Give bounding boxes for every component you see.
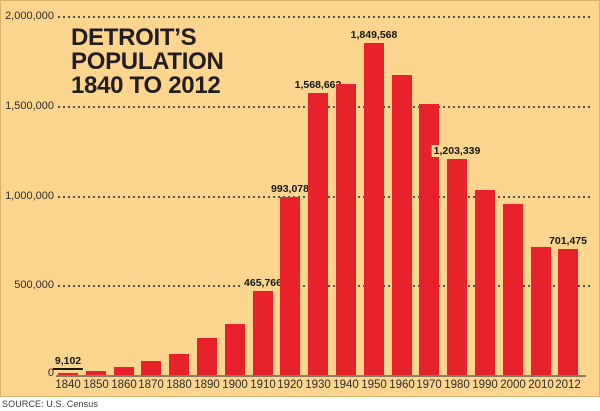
x-tick-label-1850: 1850 xyxy=(83,379,109,391)
x-tick-label-1870: 1870 xyxy=(138,379,164,391)
chart-title-line-1: DETROIT’S xyxy=(71,24,197,51)
x-tick-label-1970: 1970 xyxy=(416,379,442,391)
bar-1990 xyxy=(475,190,495,375)
source-credit: SOURCE: U.S. Census xyxy=(2,399,98,409)
bar-1930 xyxy=(308,93,328,375)
bar-value-label-1950: 1,849,568 xyxy=(348,29,400,41)
y-tick-label: 2,000,000 xyxy=(5,10,54,22)
bar-1920 xyxy=(280,197,300,375)
y-tick-label: 0 xyxy=(47,367,54,379)
x-tick-label-1960: 1960 xyxy=(389,379,415,391)
x-axis-line xyxy=(56,375,586,377)
x-tick-label-1930: 1930 xyxy=(305,379,331,391)
bar-1870 xyxy=(141,361,161,375)
bar-1980 xyxy=(447,159,467,375)
bar-1940 xyxy=(336,84,356,375)
bar-value-label-1930: 1,568,662 xyxy=(292,79,344,91)
gridline-2000000 xyxy=(58,16,593,18)
chart-title: DETROIT’S POPULATION 1840 TO 2012 xyxy=(71,26,224,98)
bar-1900 xyxy=(225,324,245,375)
x-tick-label-1890: 1890 xyxy=(194,379,220,391)
bar-1880 xyxy=(169,354,189,375)
bar-1840 xyxy=(58,373,78,375)
bar-1890 xyxy=(197,338,217,375)
bar-value-label-1910: 465,766 xyxy=(242,277,284,289)
bar-1910 xyxy=(253,291,273,375)
bar-1850 xyxy=(86,371,106,375)
x-tick-label-1940: 1940 xyxy=(333,379,359,391)
bar-1950 xyxy=(364,43,384,375)
bar-value-label-2012: 701,475 xyxy=(547,235,589,247)
bar-value-label-1840: 9,102 xyxy=(52,355,84,370)
x-tick-label-1990: 1990 xyxy=(472,379,498,391)
bar-2000 xyxy=(503,204,523,375)
bar-value-label-1980: 1,203,339 xyxy=(431,145,483,157)
bar-1970 xyxy=(419,104,439,375)
x-tick-label-1910: 1910 xyxy=(250,379,276,391)
bar-1860 xyxy=(114,367,134,375)
x-tick-label-1900: 1900 xyxy=(222,379,248,391)
x-tick-label-2000: 2000 xyxy=(500,379,526,391)
bar-2012 xyxy=(558,249,578,375)
bar-2010 xyxy=(531,247,551,375)
bar-value-label-1920: 993,078 xyxy=(269,183,311,195)
x-tick-label-1860: 1860 xyxy=(111,379,137,391)
y-tick-label: 500,000 xyxy=(14,279,54,291)
x-tick-label-2012: 2012 xyxy=(555,379,581,391)
bar-1960 xyxy=(392,75,412,375)
y-tick-label: 1,000,000 xyxy=(5,190,54,202)
x-tick-label-1950: 1950 xyxy=(361,379,387,391)
chart-title-line-2: POPULATION xyxy=(71,48,224,75)
chart-panel: 0 500,000 1,000,000 1,500,000 2,000,000 9,10… xyxy=(0,0,600,397)
chart-title-line-3: 1840 TO 2012 xyxy=(71,72,221,99)
x-tick-label-1980: 1980 xyxy=(444,379,470,391)
x-tick-label-1920: 1920 xyxy=(277,379,303,391)
x-tick-label-1880: 1880 xyxy=(166,379,192,391)
x-tick-label-1840: 1840 xyxy=(55,379,81,391)
y-tick-label: 1,500,000 xyxy=(5,100,54,112)
x-tick-label-2010: 2010 xyxy=(528,379,554,391)
